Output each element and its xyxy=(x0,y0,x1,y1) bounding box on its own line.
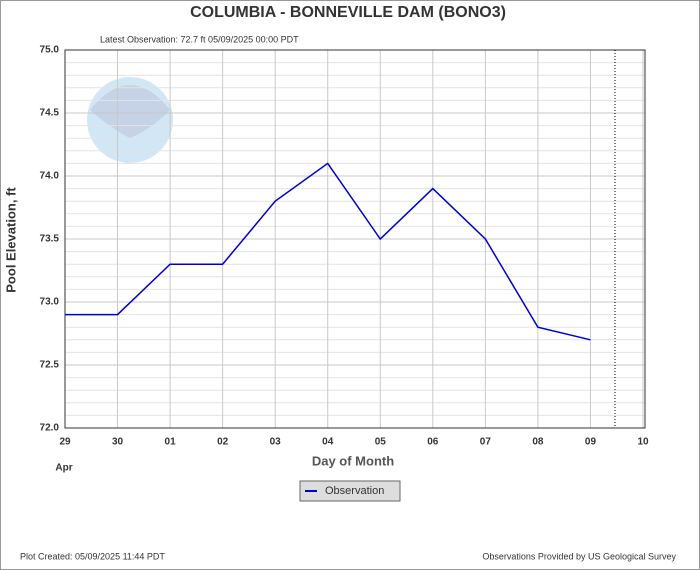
x-tick-label: 04 xyxy=(322,437,334,448)
y-tick-label: 74.5 xyxy=(40,108,60,119)
x-tick-label: 10 xyxy=(637,437,649,448)
footer-left: Plot Created: 05/09/2025 11:44 PDT xyxy=(20,551,165,561)
logo-circle xyxy=(87,77,173,163)
chart-title: COLUMBIA - BONNEVILLE DAM (BONO3) xyxy=(190,4,506,21)
legend: Observation xyxy=(299,480,401,502)
y-axis-label: Pool Elevation, ft xyxy=(3,187,18,293)
plot-area xyxy=(64,49,646,429)
x-tick-label: 07 xyxy=(480,437,492,448)
y-tick-label: 72.5 xyxy=(40,360,60,371)
x-tick-label: 30 xyxy=(112,437,124,448)
x-tick-label: 08 xyxy=(532,437,544,448)
y-tick-label: 75.0 xyxy=(40,45,60,56)
subtitle: Latest Observation: 72.7 ft 05/09/2025 0… xyxy=(100,34,299,44)
y-tick-label: 73.0 xyxy=(40,297,60,308)
x-tick-label: 29 xyxy=(59,437,71,448)
noaa-logo xyxy=(87,77,173,163)
legend-label: Observation xyxy=(325,485,384,497)
x-tick-label: 05 xyxy=(375,437,387,448)
x-tick-label: 06 xyxy=(427,437,439,448)
x-tick-label: 01 xyxy=(165,437,177,448)
x-tick-label: 03 xyxy=(270,437,282,448)
footer-right: Observations Provided by US Geological S… xyxy=(482,551,676,561)
x-axis-label: Day of Month xyxy=(312,453,394,468)
series-line xyxy=(65,162,591,341)
logo-bird xyxy=(90,85,170,138)
y-tick-label: 72.0 xyxy=(40,423,60,434)
x-sublabel: Apr xyxy=(55,463,72,474)
x-tick-label: 02 xyxy=(217,437,229,448)
y-tick-label: 73.5 xyxy=(40,234,60,245)
y-tick-label: 74.0 xyxy=(40,171,60,182)
x-tick-label: 09 xyxy=(585,437,597,448)
legend-box xyxy=(299,480,401,502)
